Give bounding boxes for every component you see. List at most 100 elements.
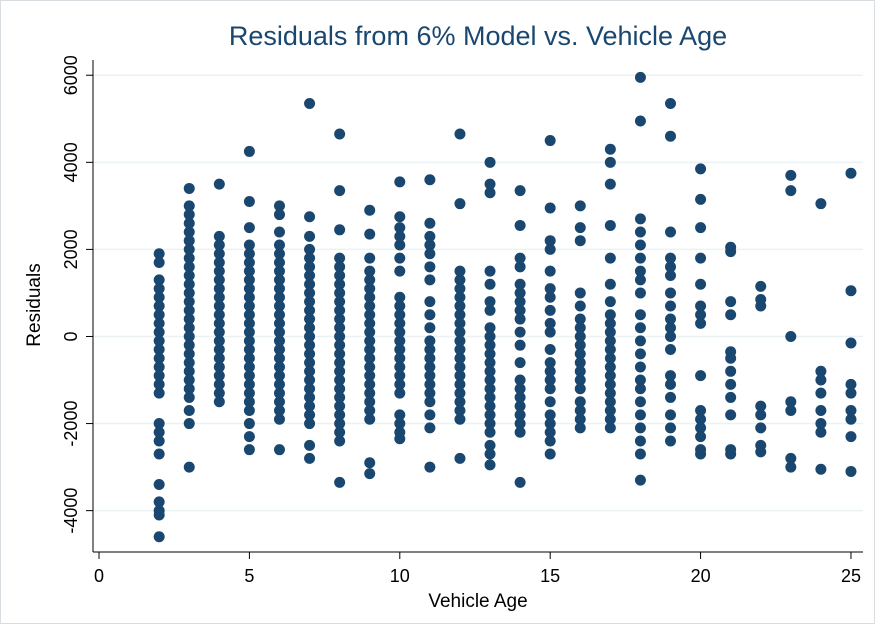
point (634, 213, 646, 225)
point (574, 200, 586, 212)
point (183, 313, 195, 325)
point (544, 235, 556, 247)
point (364, 413, 376, 425)
point (454, 344, 466, 356)
point (334, 400, 346, 412)
point (183, 217, 195, 229)
point (484, 187, 496, 199)
point (273, 413, 285, 425)
point (334, 409, 346, 421)
point (514, 261, 526, 273)
point (755, 422, 767, 434)
point (634, 448, 646, 460)
point (153, 378, 165, 390)
point (424, 248, 436, 260)
point (304, 439, 316, 451)
point (845, 167, 857, 179)
point (695, 300, 707, 312)
point (273, 274, 285, 286)
point (213, 265, 225, 277)
point (304, 252, 316, 264)
point (213, 352, 225, 364)
point (725, 448, 737, 460)
point (604, 378, 616, 390)
point (243, 283, 255, 295)
point (604, 252, 616, 264)
point (394, 317, 406, 329)
point (634, 226, 646, 238)
point (484, 365, 496, 377)
point (213, 344, 225, 356)
point (424, 396, 436, 408)
point (634, 322, 646, 334)
point (334, 128, 346, 140)
point (454, 283, 466, 295)
point (364, 309, 376, 321)
point (544, 326, 556, 338)
point (634, 115, 646, 127)
point (785, 404, 797, 416)
point (213, 326, 225, 338)
point (514, 357, 526, 369)
point (304, 374, 316, 386)
point (153, 496, 165, 508)
point (484, 178, 496, 190)
point (304, 357, 316, 369)
point (243, 145, 255, 157)
point (304, 230, 316, 242)
point (574, 235, 586, 247)
point (424, 174, 436, 186)
point (484, 400, 496, 412)
point (243, 196, 255, 208)
point (243, 256, 255, 268)
point (183, 365, 195, 377)
point (213, 361, 225, 373)
point (484, 278, 496, 290)
point (634, 383, 646, 395)
point (213, 335, 225, 347)
point (484, 448, 496, 460)
point (183, 278, 195, 290)
point (845, 387, 857, 399)
point (725, 309, 737, 321)
point (725, 296, 737, 308)
point (424, 370, 436, 382)
point (364, 468, 376, 480)
point (183, 339, 195, 351)
point (454, 265, 466, 277)
point (544, 435, 556, 447)
point (845, 285, 857, 297)
point (514, 418, 526, 430)
point (334, 383, 346, 395)
point (484, 459, 496, 471)
point (153, 361, 165, 373)
point (213, 309, 225, 321)
point (454, 326, 466, 338)
point (695, 278, 707, 290)
point (243, 344, 255, 356)
point (364, 396, 376, 408)
point (364, 300, 376, 312)
point (845, 431, 857, 443)
point (364, 370, 376, 382)
point (574, 300, 586, 312)
point (243, 222, 255, 234)
point (424, 335, 436, 347)
point (695, 370, 707, 382)
point (273, 317, 285, 329)
point (364, 344, 376, 356)
y-tick-label: -4000 (61, 488, 81, 534)
point (454, 361, 466, 373)
point (364, 378, 376, 390)
point (213, 283, 225, 295)
point (273, 248, 285, 260)
point (785, 330, 797, 342)
point (695, 431, 707, 443)
y-tick-label: 0 (61, 331, 81, 341)
point (665, 252, 676, 264)
point (364, 404, 376, 416)
point (514, 383, 526, 395)
point (243, 431, 255, 443)
point (695, 252, 707, 264)
